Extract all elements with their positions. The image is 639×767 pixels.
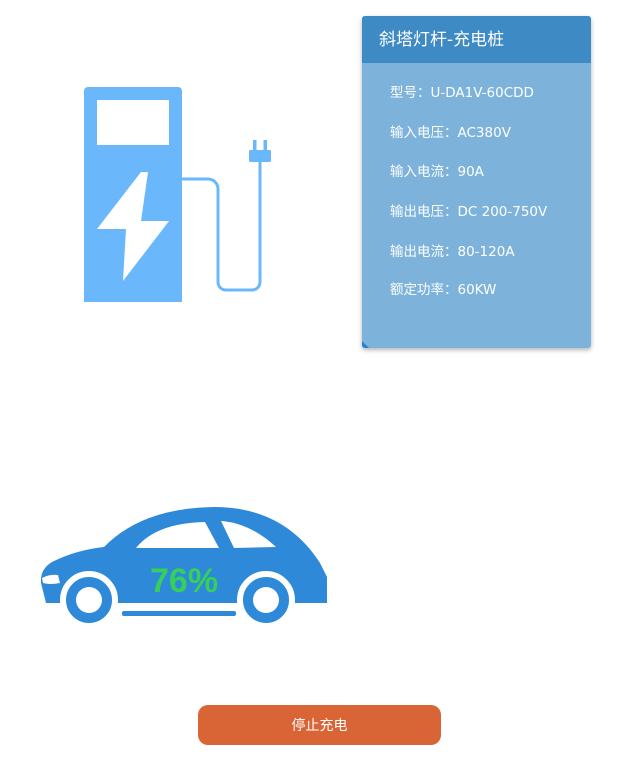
charge-percent: 76%	[150, 562, 219, 600]
spec-value: U-DA1V-60CDD	[430, 85, 534, 101]
car-sill	[122, 611, 236, 616]
spec-output-current: 输出电流：80-120A	[390, 243, 515, 261]
car-window-rear	[221, 521, 276, 548]
spec-value: DC 200-750V	[457, 204, 548, 220]
card-title: 斜塔灯杆-充电桩	[362, 16, 591, 63]
spec-value: 90A	[457, 164, 484, 180]
charger-info-card: 斜塔灯杆-充电桩 型号：U-DA1V-60CDD 输入电压：AC380V 输入电…	[362, 16, 591, 348]
car-bumper	[42, 574, 60, 584]
spec-label: 输出电压：	[390, 204, 458, 220]
spec-label: 输入电流：	[390, 164, 458, 180]
spec-value: 80-120A	[457, 244, 515, 260]
card-corner-marker	[362, 341, 369, 348]
spec-input-voltage: 输入电压：AC380V	[390, 124, 511, 142]
spec-rated-power: 额定功率：60KW	[390, 281, 496, 299]
car-icon	[40, 507, 328, 625]
spec-value: AC380V	[457, 125, 511, 141]
charger-screen	[97, 100, 169, 145]
spec-label: 型号：	[390, 85, 431, 101]
spec-label: 额定功率：	[390, 282, 458, 298]
plug-icon	[249, 140, 271, 162]
charging-station-icon	[84, 87, 271, 302]
lightning-bolt-icon	[97, 172, 169, 281]
spec-model: 型号：U-DA1V-60CDD	[390, 84, 534, 102]
spec-label: 输入电压：	[390, 125, 458, 141]
car-window-front	[136, 522, 219, 548]
spec-value: 60KW	[457, 282, 497, 298]
spec-input-current: 输入电流：90A	[390, 163, 484, 181]
stop-charging-button[interactable]: 停止充电	[198, 705, 441, 745]
spec-output-voltage: 输出电压：DC 200-750V	[390, 203, 547, 221]
charger-cable	[182, 162, 262, 292]
spec-label: 输出电流：	[390, 244, 458, 260]
